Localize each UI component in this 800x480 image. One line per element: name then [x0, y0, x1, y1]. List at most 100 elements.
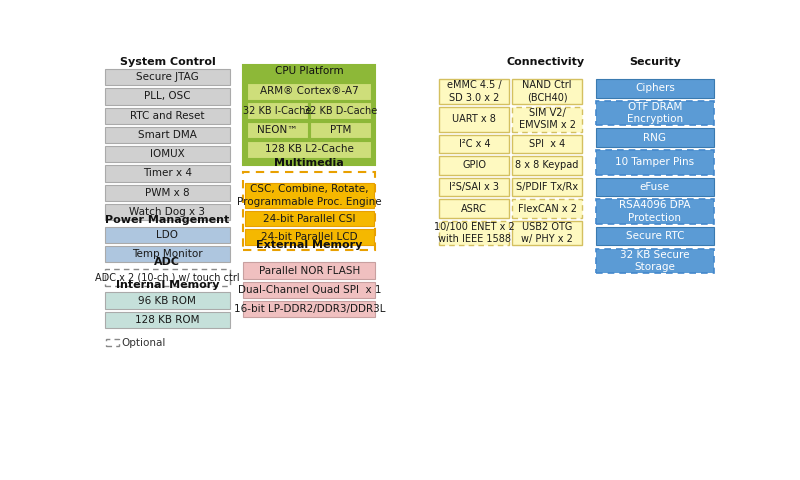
Text: 32 KB D-Cache: 32 KB D-Cache [304, 106, 378, 116]
Text: ARM® Cortex®-A7: ARM® Cortex®-A7 [260, 86, 358, 96]
Text: PTM: PTM [330, 125, 351, 135]
Text: S/PDIF Tx/Rx: S/PDIF Tx/Rx [516, 182, 578, 192]
Text: RTC and Reset: RTC and Reset [130, 111, 205, 121]
FancyBboxPatch shape [105, 204, 230, 220]
Text: 32 KB Secure
Storage: 32 KB Secure Storage [620, 250, 690, 272]
Text: Optional: Optional [122, 337, 166, 348]
FancyBboxPatch shape [105, 108, 230, 124]
Text: Parallel NOR FLASH: Parallel NOR FLASH [258, 265, 360, 276]
FancyBboxPatch shape [245, 211, 374, 226]
FancyBboxPatch shape [247, 141, 371, 158]
Text: 128 KB L2-Cache: 128 KB L2-Cache [265, 144, 354, 154]
FancyBboxPatch shape [243, 65, 375, 165]
Text: 10/100 ENET x 2
with IEEE 1588: 10/100 ENET x 2 with IEEE 1588 [434, 222, 514, 244]
FancyBboxPatch shape [105, 269, 230, 286]
Text: ASRC: ASRC [462, 204, 487, 214]
Text: OTF DRAM
Encryption: OTF DRAM Encryption [627, 102, 683, 124]
Text: Smart DMA: Smart DMA [138, 130, 197, 140]
Text: ADC x 2 (10-ch.) w/ touch ctrl: ADC x 2 (10-ch.) w/ touch ctrl [95, 273, 240, 282]
Text: Multimedia: Multimedia [274, 158, 344, 168]
FancyBboxPatch shape [105, 127, 230, 143]
Text: Power Management: Power Management [106, 215, 230, 225]
Text: 32 KB I-Cache: 32 KB I-Cache [243, 106, 312, 116]
Text: NEON™: NEON™ [258, 125, 298, 135]
FancyBboxPatch shape [512, 156, 582, 175]
FancyBboxPatch shape [243, 282, 375, 298]
FancyBboxPatch shape [105, 227, 230, 243]
FancyBboxPatch shape [512, 79, 582, 104]
Text: Secure RTC: Secure RTC [626, 231, 684, 241]
FancyBboxPatch shape [243, 301, 375, 317]
Text: PWM x 8: PWM x 8 [145, 188, 190, 198]
FancyBboxPatch shape [439, 134, 509, 153]
FancyBboxPatch shape [439, 156, 509, 175]
Text: USB2 OTG
w/ PHY x 2: USB2 OTG w/ PHY x 2 [522, 222, 573, 244]
FancyBboxPatch shape [596, 199, 714, 224]
Text: 128 KB ROM: 128 KB ROM [135, 315, 200, 325]
Text: SIM V2/
EMVSIM x 2: SIM V2/ EMVSIM x 2 [518, 108, 576, 131]
FancyBboxPatch shape [596, 227, 714, 245]
FancyBboxPatch shape [596, 79, 714, 97]
Text: Internal Memory: Internal Memory [116, 280, 219, 290]
FancyBboxPatch shape [243, 171, 375, 250]
FancyBboxPatch shape [247, 121, 308, 138]
Text: 10 Tamper Pins: 10 Tamper Pins [615, 157, 694, 168]
FancyBboxPatch shape [439, 221, 509, 245]
Text: Security: Security [629, 57, 681, 67]
FancyBboxPatch shape [310, 121, 371, 138]
FancyBboxPatch shape [439, 178, 509, 196]
Text: eMMC 4.5 /
SD 3.0 x 2: eMMC 4.5 / SD 3.0 x 2 [447, 80, 502, 103]
FancyBboxPatch shape [105, 185, 230, 201]
FancyBboxPatch shape [245, 183, 374, 208]
FancyBboxPatch shape [247, 83, 371, 100]
Text: Watch Dog x 3: Watch Dog x 3 [130, 207, 206, 217]
FancyBboxPatch shape [512, 134, 582, 153]
FancyBboxPatch shape [105, 246, 230, 263]
Text: UART x 8: UART x 8 [452, 114, 496, 124]
FancyBboxPatch shape [245, 229, 374, 245]
Text: External Memory: External Memory [256, 240, 362, 250]
FancyBboxPatch shape [243, 263, 375, 278]
Text: I²C x 4: I²C x 4 [458, 139, 490, 149]
Text: LDO: LDO [157, 230, 178, 240]
FancyBboxPatch shape [512, 178, 582, 196]
Text: I²S/SAI x 3: I²S/SAI x 3 [450, 182, 499, 192]
FancyBboxPatch shape [596, 178, 714, 196]
Text: 16-bit LP-DDR2/DDR3/DDR3L: 16-bit LP-DDR2/DDR3/DDR3L [234, 304, 385, 314]
Text: RSA4096 DPA
Protection: RSA4096 DPA Protection [619, 201, 690, 223]
FancyBboxPatch shape [439, 79, 509, 104]
Text: System Control: System Control [119, 57, 215, 67]
Text: CSC, Combine, Rotate,
Programmable Proc. Engine: CSC, Combine, Rotate, Programmable Proc.… [237, 184, 382, 206]
Text: Temp Monitor: Temp Monitor [132, 249, 202, 259]
FancyBboxPatch shape [105, 88, 230, 105]
Text: 24-bit Parallel CSI: 24-bit Parallel CSI [263, 214, 355, 224]
Text: RNG: RNG [643, 132, 666, 143]
FancyBboxPatch shape [439, 199, 509, 218]
FancyBboxPatch shape [596, 101, 714, 125]
FancyBboxPatch shape [105, 166, 230, 181]
FancyBboxPatch shape [439, 107, 509, 132]
FancyBboxPatch shape [105, 69, 230, 85]
Text: 24-bit Parallel LCD: 24-bit Parallel LCD [261, 232, 358, 242]
Text: GPIO: GPIO [462, 160, 486, 170]
Text: FlexCAN x 2: FlexCAN x 2 [518, 204, 577, 214]
Text: IOMUX: IOMUX [150, 149, 185, 159]
FancyBboxPatch shape [596, 129, 714, 147]
FancyBboxPatch shape [247, 102, 308, 119]
FancyBboxPatch shape [105, 292, 230, 309]
Text: Timer x 4: Timer x 4 [143, 168, 192, 179]
FancyBboxPatch shape [596, 249, 714, 273]
Text: Connectivity: Connectivity [506, 57, 585, 67]
Text: 8 x 8 Keypad: 8 x 8 Keypad [515, 160, 579, 170]
Text: eFuse: eFuse [640, 182, 670, 192]
Text: SPI  x 4: SPI x 4 [529, 139, 566, 149]
FancyBboxPatch shape [596, 150, 714, 175]
FancyBboxPatch shape [512, 199, 582, 218]
FancyBboxPatch shape [106, 339, 118, 347]
Text: Dual-Channel Quad SPI  x 1: Dual-Channel Quad SPI x 1 [238, 285, 381, 295]
Text: PLL, OSC: PLL, OSC [144, 92, 190, 101]
FancyBboxPatch shape [310, 102, 371, 119]
FancyBboxPatch shape [105, 146, 230, 162]
FancyBboxPatch shape [512, 107, 582, 132]
Text: 96 KB ROM: 96 KB ROM [138, 296, 196, 306]
